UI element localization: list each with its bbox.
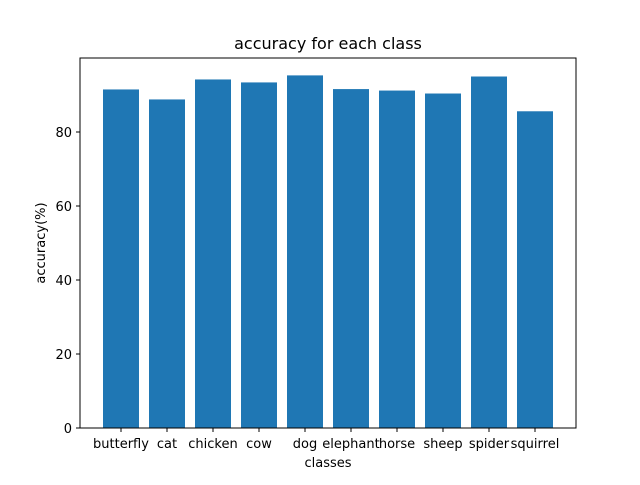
x-tick-label-elephant: elephant (322, 437, 379, 452)
x-tick-label-horse: horse (379, 437, 415, 452)
x-tick-label-sheep: sheep (423, 437, 462, 452)
bars-layer (103, 75, 553, 429)
y-tick-label-20: 20 (55, 348, 72, 363)
x-axis-ticks: butterfly cat chicken cow dog elephant horse sh… (93, 428, 559, 452)
x-tick-label-dog: dog (293, 437, 317, 452)
bar-cow (241, 82, 277, 429)
bar-cat (149, 99, 185, 428)
plot-frame (79, 57, 577, 429)
y-tick-label-80: 80 (55, 126, 72, 141)
y-axis-ticks: 0 20 40 60 80 (55, 126, 80, 437)
bar-sheep (425, 93, 461, 429)
x-tick-label-squirrel: squirrel (511, 437, 560, 452)
y-tick-label-0: 0 (64, 422, 72, 437)
y-tick-label-40: 40 (55, 274, 72, 289)
bar-butterfly (103, 89, 139, 428)
bar-chicken (195, 79, 231, 429)
x-axis-label: classes (304, 456, 351, 471)
bar-horse (379, 90, 415, 428)
x-tick-label-butterfly: butterfly (93, 437, 149, 452)
y-axis-label: accuracy(%) (34, 202, 49, 283)
x-tick-label-spider: spider (469, 437, 510, 452)
x-tick-label-cat: cat (157, 437, 177, 452)
x-tick-label-cow: cow (246, 437, 272, 452)
x-tick-label-chicken: chicken (188, 437, 237, 452)
bar-squirrel (517, 111, 553, 428)
y-tick-label-60: 60 (55, 200, 72, 215)
bar-dog (287, 75, 323, 428)
chart-title: accuracy for each class (234, 34, 422, 53)
bar-elephant (333, 89, 369, 428)
bar-spider (471, 76, 507, 428)
